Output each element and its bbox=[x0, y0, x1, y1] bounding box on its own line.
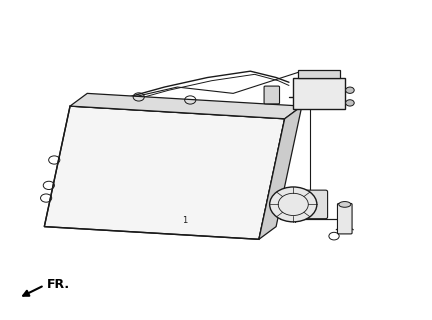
FancyBboxPatch shape bbox=[293, 77, 345, 109]
FancyBboxPatch shape bbox=[298, 69, 340, 77]
Polygon shape bbox=[259, 106, 302, 239]
Ellipse shape bbox=[339, 202, 351, 207]
Text: FR.: FR. bbox=[47, 278, 70, 292]
Circle shape bbox=[346, 100, 354, 106]
Text: 1: 1 bbox=[182, 216, 187, 226]
Polygon shape bbox=[44, 106, 285, 239]
Circle shape bbox=[270, 187, 317, 222]
FancyBboxPatch shape bbox=[298, 190, 327, 219]
Polygon shape bbox=[70, 93, 302, 119]
Circle shape bbox=[346, 87, 354, 93]
FancyBboxPatch shape bbox=[264, 86, 280, 104]
FancyBboxPatch shape bbox=[337, 204, 352, 234]
